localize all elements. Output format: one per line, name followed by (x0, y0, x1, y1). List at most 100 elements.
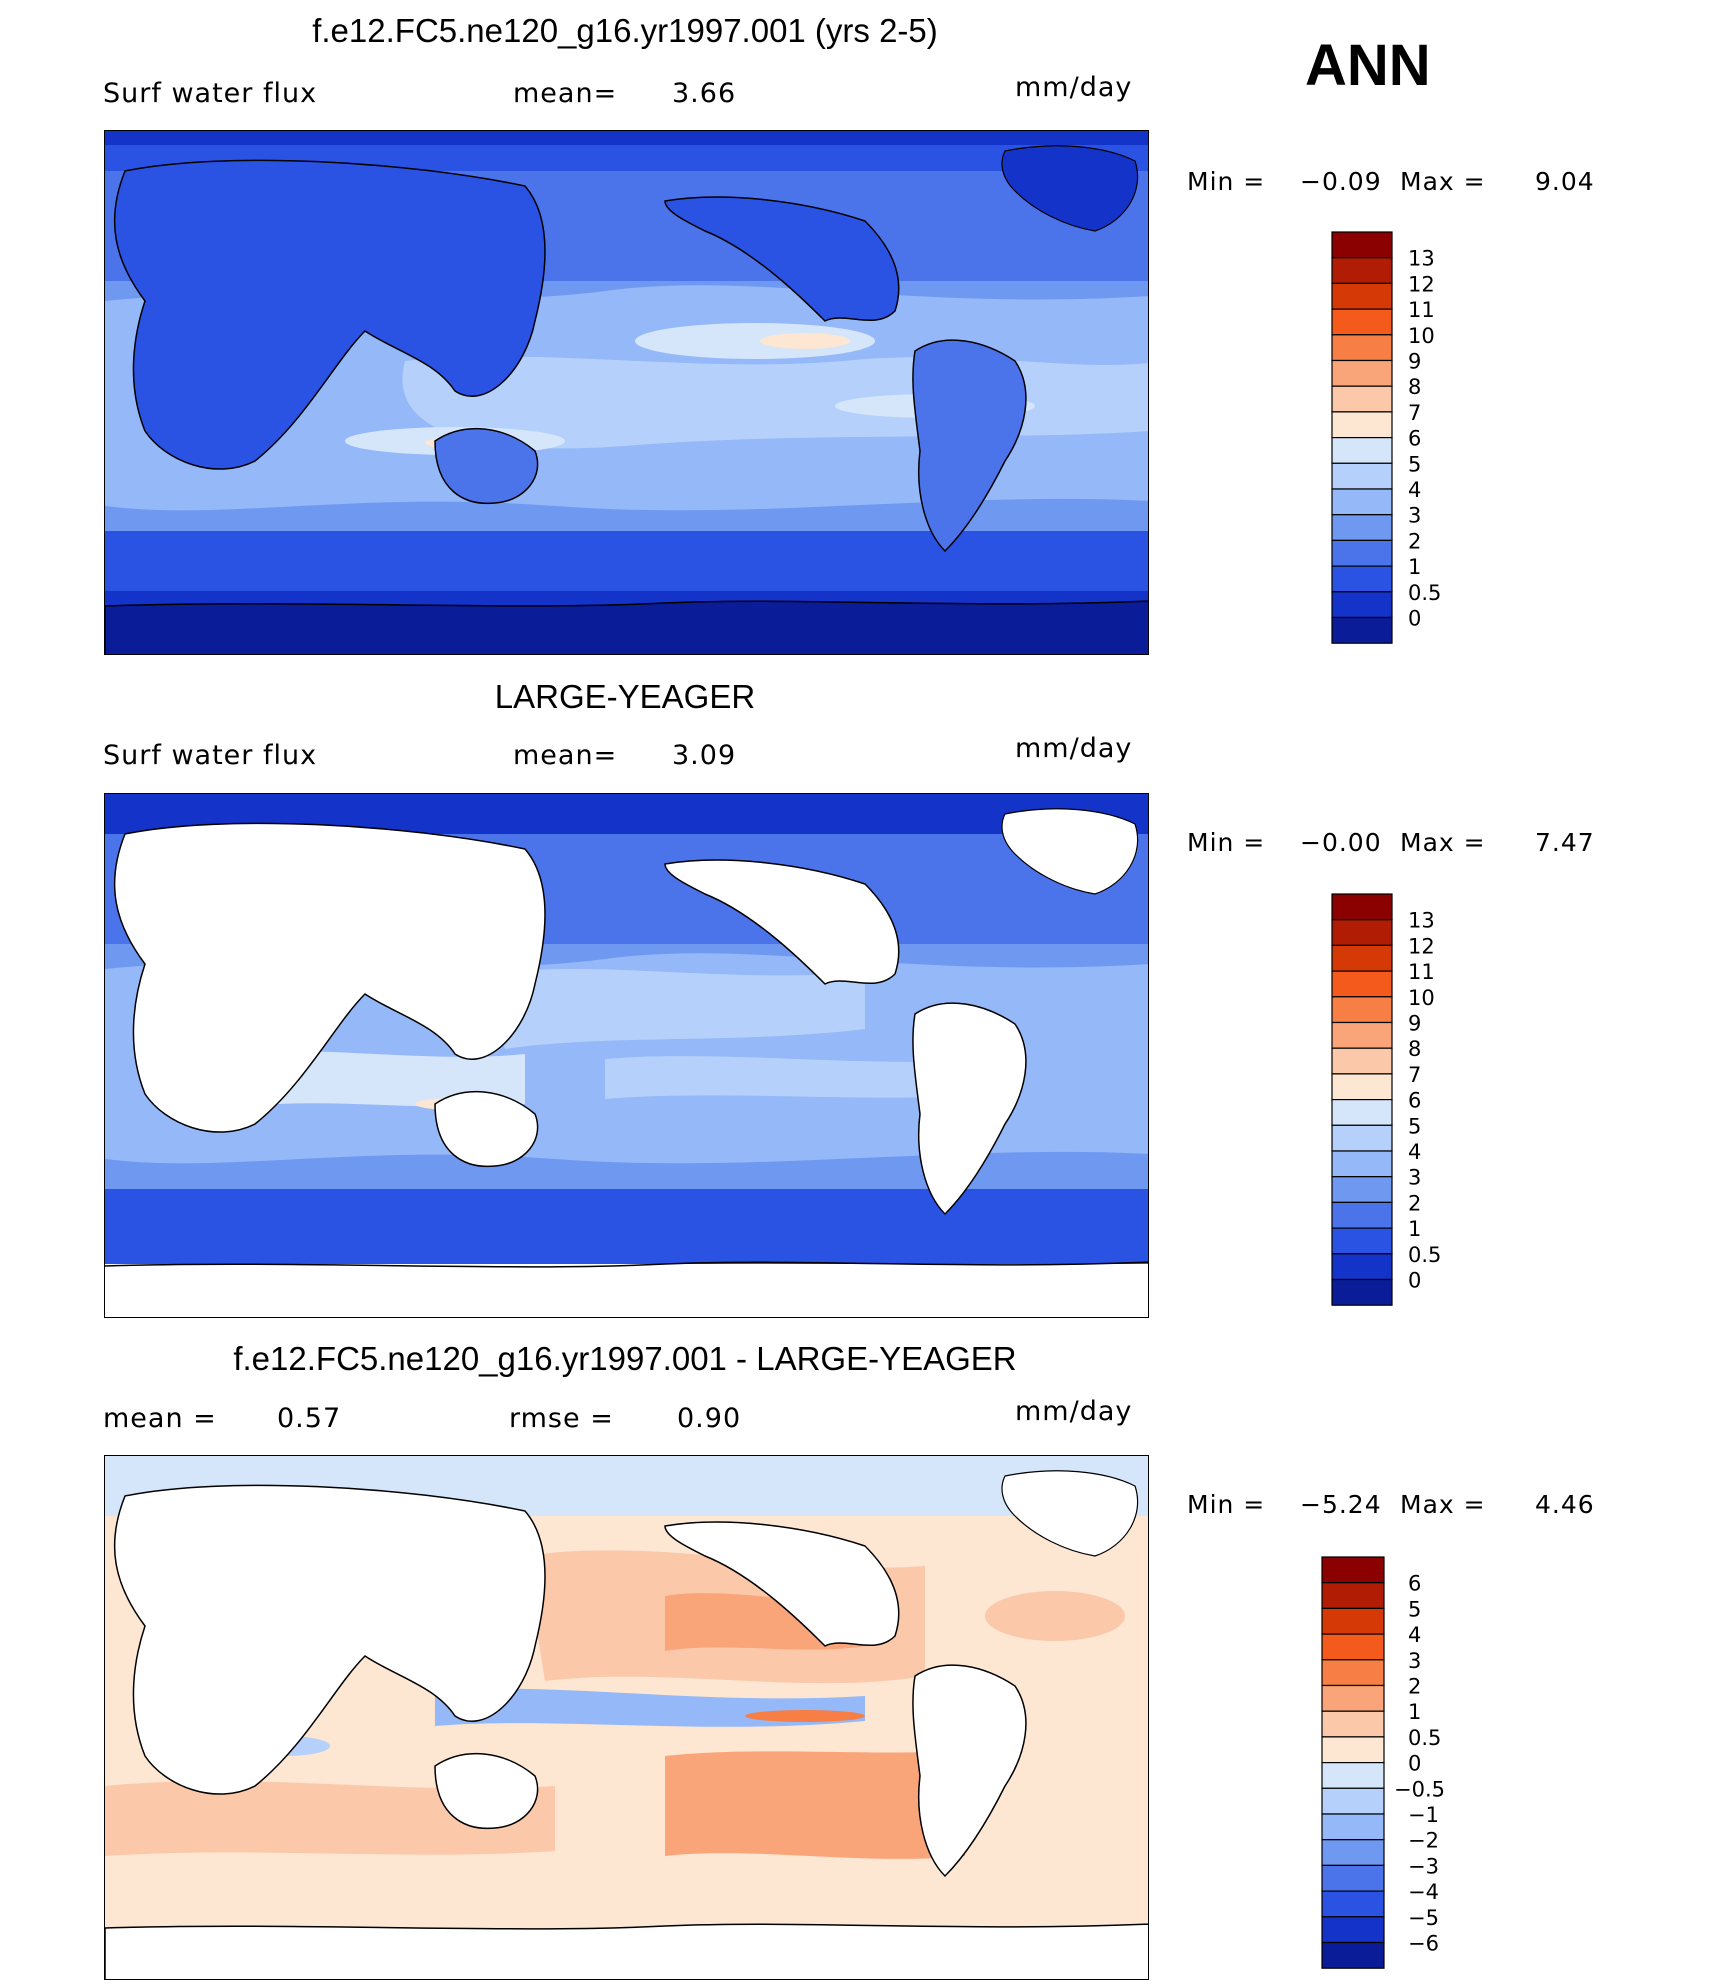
colorbar-tick-label: 2 (1408, 529, 1421, 553)
colorbar-swatch (1321, 1684, 1385, 1712)
colorbar-tick-label: 0 (1408, 607, 1421, 631)
colorbar-swatch (1331, 462, 1393, 490)
colorbar-swatch (1331, 231, 1393, 259)
colorbar-swatch (1321, 1916, 1385, 1944)
colorbar-tick-label: 1 (1408, 1700, 1421, 1724)
panel2-mean-value: 3.09 (672, 740, 737, 771)
colorbar-swatch (1321, 1633, 1385, 1661)
panel3-max-value: 4.46 (1535, 1490, 1595, 1519)
colorbar-swatch (1331, 308, 1393, 336)
panel2-min-label: Min = (1187, 828, 1266, 857)
colorbar-tick-label: 9 (1408, 350, 1421, 374)
colorbar-tick-label: 6 (1408, 1572, 1421, 1596)
colorbar-swatch (1331, 996, 1393, 1024)
panel3-title: f.e12.FC5.ne120_g16.yr1997.001 - LARGE-Y… (233, 1340, 1017, 1377)
colorbar-swatch (1321, 1787, 1385, 1815)
colorbar-tick-label: 7 (1408, 1063, 1421, 1087)
colorbar-swatch (1321, 1582, 1385, 1610)
colorbar-tick-label: 8 (1408, 1037, 1421, 1061)
colorbar-swatch (1331, 1227, 1393, 1255)
colorbar-tick-label: 3 (1408, 1649, 1421, 1673)
panel3-max-label: Max = (1400, 1490, 1486, 1519)
colorbar-swatch (1331, 1073, 1393, 1101)
colorbar-tick-label: 11 (1408, 960, 1435, 984)
colorbar-swatch (1331, 539, 1393, 567)
colorbar-tick-label: 6 (1408, 1089, 1421, 1113)
colorbar-tick-label: −6 (1408, 1932, 1439, 1956)
colorbar-tick-label: −1 (1408, 1803, 1439, 1827)
colorbar-swatch (1321, 1762, 1385, 1789)
panel3-map (104, 1455, 1149, 1980)
colorbar-swatch (1331, 282, 1393, 310)
colorbar-swatch (1321, 1864, 1385, 1892)
colorbar-swatch (1331, 1201, 1393, 1229)
colorbar-swatch (1321, 1890, 1385, 1918)
colorbar-swatch (1331, 514, 1393, 542)
panel3-map-field (105, 1456, 1148, 1979)
colorbar-tick-label: −3 (1408, 1854, 1439, 1878)
colorbar-tick-label: 1 (1408, 555, 1421, 579)
panel3-rmse-value: 0.90 (677, 1403, 742, 1434)
season-label: ANN (1305, 33, 1431, 98)
colorbar-tick-label: 3 (1408, 504, 1421, 528)
colorbar-tick-label: 10 (1408, 986, 1435, 1010)
colorbar-tick-label: 11 (1408, 298, 1435, 322)
colorbar-tick-label: 12 (1408, 272, 1435, 296)
colorbar-tick-label: 0.5 (1408, 1243, 1441, 1267)
colorbar-tick-label: 13 (1408, 247, 1435, 271)
colorbar-swatch (1331, 1124, 1393, 1152)
panel3-rmse-label: rmse = (509, 1403, 614, 1434)
colorbar-tick-label: −5 (1408, 1906, 1439, 1930)
colorbar-swatch (1331, 411, 1393, 439)
colorbar-swatch (1331, 1176, 1393, 1204)
colorbar-tick-label: 3 (1408, 1166, 1421, 1190)
colorbar-swatch (1331, 1278, 1393, 1306)
panel1-map (104, 130, 1149, 655)
panel1-max-label: Max = (1400, 167, 1486, 196)
colorbar-swatch (1331, 591, 1393, 619)
colorbar-tick-label: 6 (1408, 427, 1421, 451)
panel1-min-label: Min = (1187, 167, 1266, 196)
colorbar-swatch (1321, 1941, 1385, 1969)
colorbar-tick-label: −4 (1408, 1880, 1439, 1904)
colorbar-tick-label: 5 (1408, 1597, 1421, 1621)
colorbar-tick-label: 2 (1408, 1675, 1421, 1699)
colorbar-swatch (1321, 1607, 1385, 1635)
panel3-min-label: Min = (1187, 1490, 1266, 1519)
colorbar-tick-label: 4 (1408, 1140, 1421, 1164)
colorbar-swatch (1331, 944, 1393, 972)
colorbar-swatch (1331, 437, 1393, 464)
panel3-min-value: −5.24 (1300, 1490, 1382, 1519)
panel2-max-label: Max = (1400, 828, 1486, 857)
colorbar-swatch (1331, 919, 1393, 947)
colorbar-swatch (1331, 893, 1393, 921)
colorbar-tick-label: −0.5 (1394, 1777, 1445, 1801)
colorbar-swatch (1321, 1659, 1385, 1687)
colorbar-tick-label: 0.5 (1408, 1726, 1441, 1750)
colorbar-tick-label: 0 (1408, 1752, 1421, 1776)
colorbar-tick-label: 4 (1408, 478, 1421, 502)
panel2-variable-label: Surf water flux (103, 740, 318, 771)
colorbar-tick-label: 5 (1408, 452, 1421, 476)
panel1-title: f.e12.FC5.ne120_g16.yr1997.001 (yrs 2-5) (312, 12, 938, 49)
colorbar-swatch (1321, 1813, 1385, 1841)
panel1-units: mm/day (1015, 72, 1133, 103)
colorbar-swatch (1331, 1099, 1393, 1126)
panel2-map (104, 793, 1149, 1318)
colorbar-tick-label: 9 (1408, 1012, 1421, 1036)
panel1-variable-label: Surf water flux (103, 78, 318, 109)
panel1-mean-label: mean= (513, 78, 618, 109)
colorbar-swatch (1331, 1021, 1393, 1049)
colorbar-swatch (1331, 616, 1393, 644)
colorbar-tick-label: 4 (1408, 1623, 1421, 1647)
colorbar-swatch (1331, 970, 1393, 998)
colorbar-tick-label: 8 (1408, 375, 1421, 399)
colorbar-swatch (1331, 385, 1393, 413)
colorbar-swatch (1331, 565, 1393, 593)
colorbar-tick-label: 12 (1408, 934, 1435, 958)
panel2-mean-label: mean= (513, 740, 618, 771)
colorbar-tick-label: −2 (1408, 1829, 1439, 1853)
panel1-max-value: 9.04 (1535, 167, 1595, 196)
